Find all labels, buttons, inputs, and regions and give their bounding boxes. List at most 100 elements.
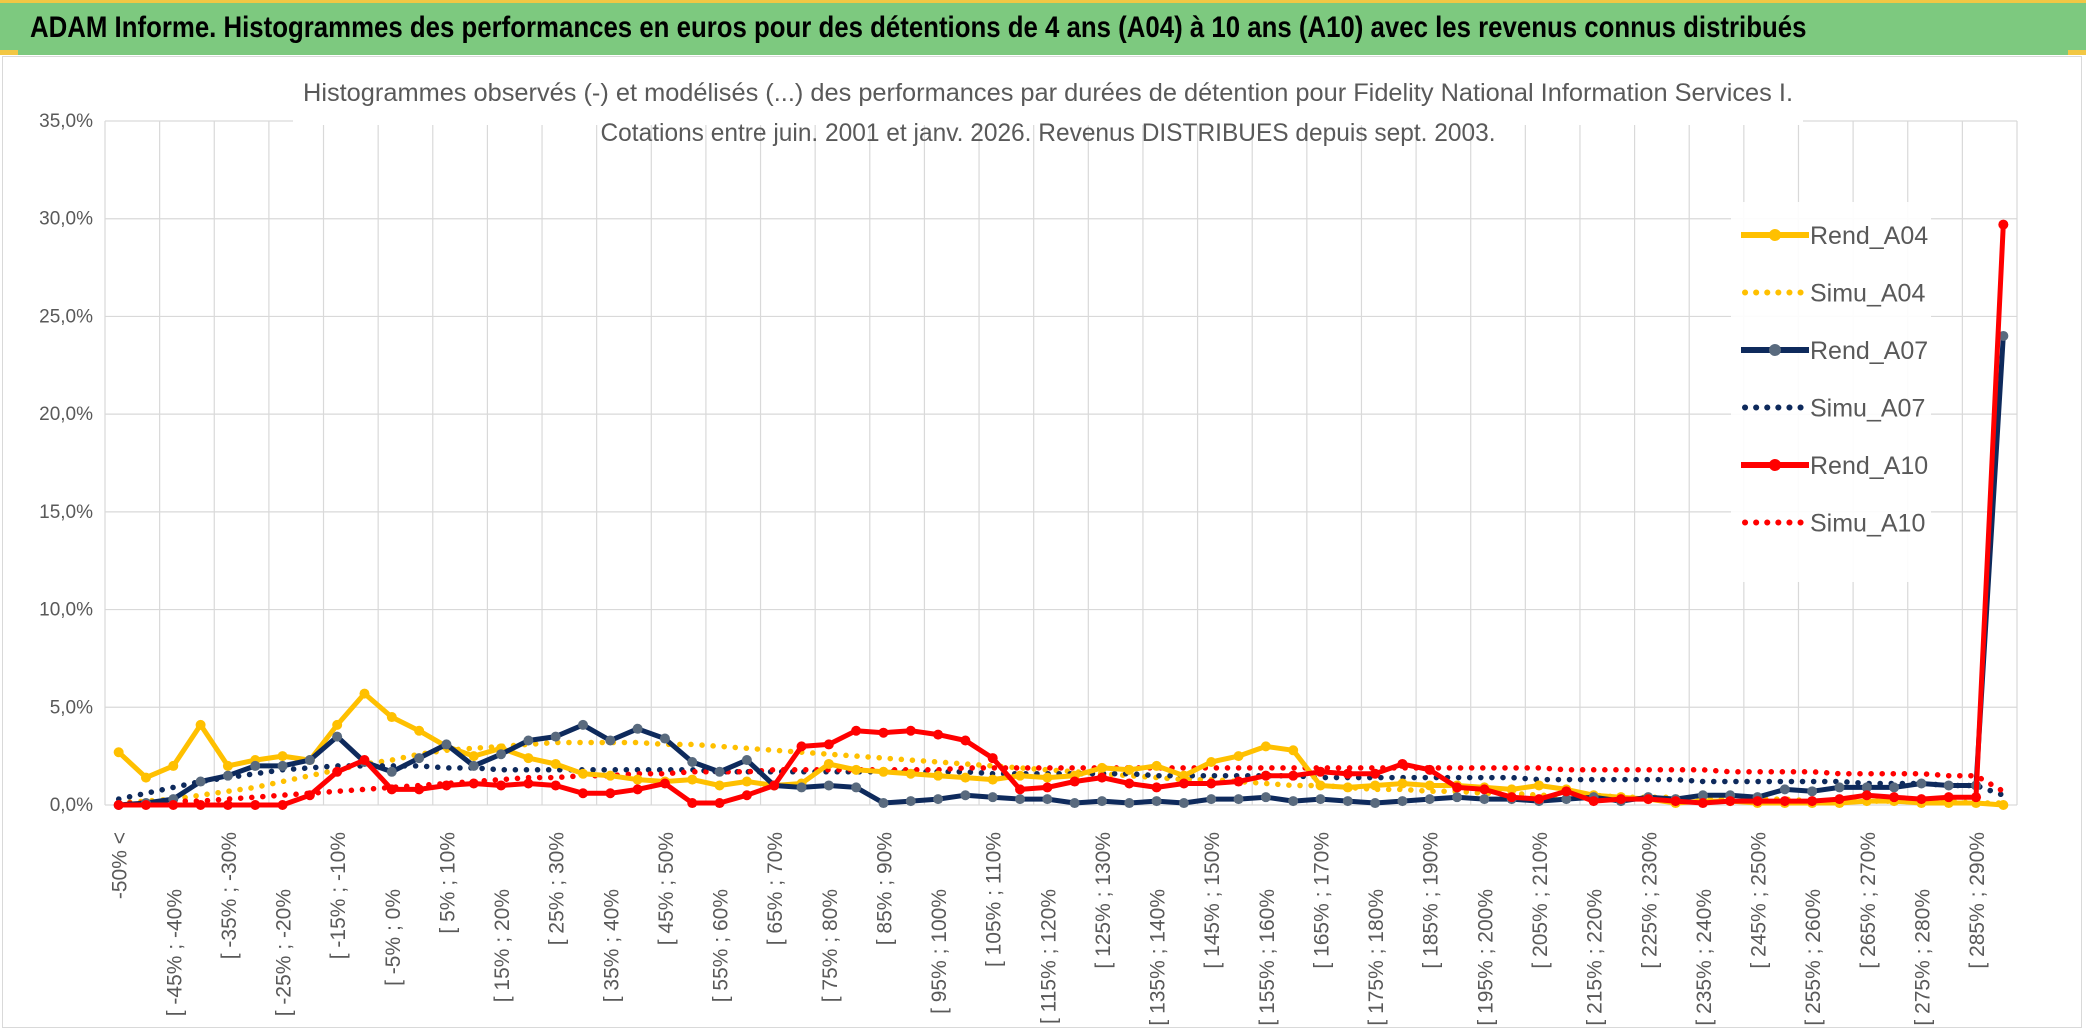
data-point (605, 770, 616, 781)
data-point (1042, 782, 1053, 793)
data-point (1096, 762, 1107, 773)
x-tick-label: [ -45% ; -40% (163, 889, 186, 1016)
data-point (1807, 796, 1818, 807)
data-point (960, 790, 971, 801)
data-point (1370, 780, 1381, 791)
data-point (1124, 764, 1135, 775)
data-point (414, 725, 425, 736)
data-point (1124, 798, 1135, 809)
data-point (550, 758, 561, 769)
legend-label: Simu_A10 (1810, 510, 1925, 538)
data-point (960, 772, 971, 783)
data-point (1916, 778, 1927, 789)
data-point (1397, 758, 1408, 769)
data-point (1916, 794, 1927, 805)
data-point (359, 755, 370, 766)
data-point (332, 766, 343, 777)
x-tick-label: [ 215% ; 220% (1584, 889, 1607, 1026)
x-tick-label: [ 285% ; 290% (1966, 832, 1989, 969)
corner-accent-left (0, 50, 18, 55)
x-tick-label: [ 255% ; 260% (1802, 889, 1825, 1026)
data-point (987, 792, 998, 803)
x-axis-ticks: -50% < [ -45% ; -40% [ -35% ; -30% [ -25% ;… (109, 832, 1989, 1026)
gridlines (104, 120, 2018, 806)
data-point (1424, 780, 1435, 791)
data-point (741, 776, 752, 787)
data-point (1534, 794, 1544, 805)
data-point (1233, 794, 1244, 805)
data-point (1260, 770, 1271, 781)
data-point (386, 766, 397, 777)
data-point (1561, 794, 1572, 805)
data-point (1342, 782, 1353, 793)
data-point (687, 774, 698, 785)
data-point (1151, 796, 1162, 807)
data-point (823, 758, 834, 769)
y-tick-label: 20,0% (39, 404, 93, 425)
x-tick-label: [ -5% ; 0% (382, 889, 405, 986)
data-point (1534, 780, 1544, 791)
data-point (605, 735, 616, 746)
data-point (113, 747, 124, 758)
data-point (1697, 798, 1708, 809)
data-point (140, 772, 151, 783)
series-lines (113, 219, 2009, 810)
data-point (1889, 782, 1900, 793)
data-point (741, 755, 752, 766)
x-tick-label: [ 75% ; 80% (819, 889, 842, 1002)
data-point (1479, 794, 1490, 805)
data-point (550, 780, 561, 791)
chart-title-group: Histogrammes observés (-) et modélisés (… (293, 63, 1803, 147)
data-point (796, 741, 807, 752)
x-tick-label: [ 25% ; 30% (546, 832, 569, 945)
simu-a10-line (115, 765, 2007, 806)
data-point (1697, 790, 1708, 801)
data-point (1561, 786, 1572, 797)
data-point (1889, 792, 1900, 803)
x-tick-label: [ 175% ; 180% (1365, 889, 1388, 1026)
x-tick-label: [ 65% ; 70% (764, 832, 787, 945)
data-point (1233, 751, 1244, 762)
data-point (714, 766, 725, 777)
data-point (359, 688, 370, 699)
data-point (277, 800, 288, 810)
x-tick-label: [ 245% ; 250% (1748, 832, 1771, 969)
data-point (414, 784, 425, 795)
data-point (1069, 798, 1080, 809)
data-point (1288, 796, 1299, 807)
data-point (714, 780, 725, 791)
data-point (796, 782, 807, 793)
data-point (1998, 330, 2009, 341)
x-tick-label: [ 265% ; 270% (1857, 832, 1880, 969)
data-point (113, 800, 124, 810)
data-point (1096, 796, 1107, 807)
data-point (1588, 796, 1599, 807)
data-point (1725, 796, 1736, 807)
data-point (1370, 798, 1381, 809)
legend-background (1731, 202, 1931, 582)
data-point (823, 780, 834, 791)
data-point (1178, 798, 1189, 809)
data-point (987, 774, 998, 785)
data-point (1861, 790, 1872, 801)
data-point (851, 782, 862, 793)
data-point (140, 800, 151, 810)
data-point (1506, 792, 1517, 803)
data-point (1069, 776, 1080, 787)
x-tick-label: [ 125% ; 130% (1092, 832, 1115, 969)
legend-marker (1769, 344, 1781, 356)
data-point (277, 751, 288, 762)
data-point (1943, 792, 1954, 803)
y-tick-label: 35,0% (39, 111, 93, 132)
data-point (987, 753, 998, 764)
corner-accent-right (2068, 50, 2086, 55)
data-point (1178, 778, 1189, 789)
data-point (1206, 757, 1217, 768)
data-point (632, 774, 643, 785)
data-point (632, 723, 643, 734)
data-point (933, 770, 944, 781)
data-point (441, 780, 452, 791)
data-point (1397, 796, 1408, 807)
data-point (905, 725, 916, 736)
data-point (1206, 778, 1217, 789)
